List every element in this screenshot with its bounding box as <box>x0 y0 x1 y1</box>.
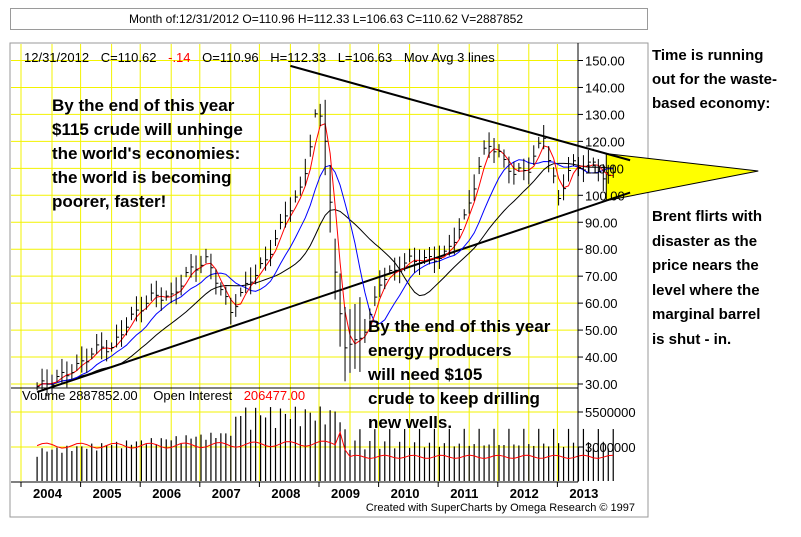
price-tick-label: 120.00 <box>585 134 625 149</box>
annotation-time-text: Time is running out for the waste- based… <box>652 47 778 112</box>
header-low: L=106.63 <box>338 50 393 65</box>
time-tick-label: 2008 <box>271 486 300 501</box>
price-tick-label: 60.00 <box>585 296 618 311</box>
time-tick-label: 2013 <box>569 486 598 501</box>
time-tick-label: 2004 <box>33 486 63 501</box>
moving-average-slow <box>36 162 614 388</box>
open-interest-label: Open Interest <box>153 388 232 403</box>
footer-credit: Created with SuperCharts by Omega Resear… <box>366 502 635 514</box>
resistance-trendline <box>290 64 631 162</box>
time-tick-label: 2007 <box>212 486 241 501</box>
open-interest-value: 206477.00 <box>244 388 305 403</box>
annotation-energy-text: By the end of this year energy producers… <box>368 317 551 432</box>
header-change: -.14 <box>168 50 190 65</box>
volume-value: Volume 2887852.00 <box>22 388 138 403</box>
header-close: C=110.62 <box>101 50 157 65</box>
chart-frame <box>9 42 649 518</box>
volume-axis: 5500000 3000000 <box>578 405 636 455</box>
volume-bars <box>36 406 614 481</box>
header-date: 12/31/2012 <box>24 50 89 65</box>
annotation-crude-text: By the end of this year $115 crude will … <box>52 96 243 211</box>
price-tick-label: 50.00 <box>585 323 618 338</box>
price-tick-label: 130.00 <box>585 107 625 122</box>
header-open: O=110.96 <box>202 50 259 65</box>
header-high: H=112.33 <box>270 50 326 65</box>
volume-readout: Volume 2887852.00 Open Interest 206477.0… <box>22 388 305 403</box>
time-tick-label: 2006 <box>152 486 181 501</box>
time-tick-label: 2011 <box>450 486 478 501</box>
time-tick-label: 2009 <box>331 486 360 501</box>
open-interest-line <box>36 430 614 460</box>
support-trendline <box>36 191 631 394</box>
info-bar: Month of:12/31/2012 O=110.96 H=112.33 L=… <box>10 8 648 30</box>
price-tick-label: 30.00 <box>585 377 618 392</box>
price-tick-label: 140.00 <box>585 80 625 95</box>
time-axis: 2004 2005 2006 2007 2008 2009 2010 2011 2012 2013 <box>20 482 598 501</box>
price-tick-label: 70.00 <box>585 269 618 284</box>
price-tick-label: 110.00 <box>585 161 624 176</box>
volume-tick-label: 5500000 <box>585 405 636 420</box>
time-tick-label: 2012 <box>510 486 539 501</box>
annotation-energy: By the end of this year energy producers… <box>368 315 628 435</box>
price-tick-label: 40.00 <box>585 350 618 365</box>
price-tick-label: 150.00 <box>585 54 625 69</box>
annotation-brent: Brent flirts with disaster as the price … <box>652 205 797 352</box>
header-readout: 12/31/2012 C=110.62 -.14 O=110.96 H=112.… <box>24 50 495 65</box>
price-tick-label: 90.00 <box>585 215 618 230</box>
volume-tick-label: 3000000 <box>585 440 636 455</box>
triangle-apex-fill <box>605 153 759 202</box>
price-tick-label: 100.00 <box>585 188 625 203</box>
price-bars <box>36 99 616 397</box>
price-axis: 150.00 140.00 130.00 120.00 110.00 100.00 90.0… <box>578 54 625 392</box>
header-study: Mov Avg 3 lines <box>404 50 495 65</box>
annotation-brent-text: Brent flirts with disaster as the price … <box>652 208 763 348</box>
price-tick-label: 80.00 <box>585 242 618 257</box>
time-tick-label: 2010 <box>391 486 420 501</box>
time-tick-label: 2005 <box>93 486 122 501</box>
annotation-crude: By the end of this year $115 crude will … <box>52 94 352 214</box>
annotation-time: Time is running out for the waste- based… <box>652 44 797 116</box>
